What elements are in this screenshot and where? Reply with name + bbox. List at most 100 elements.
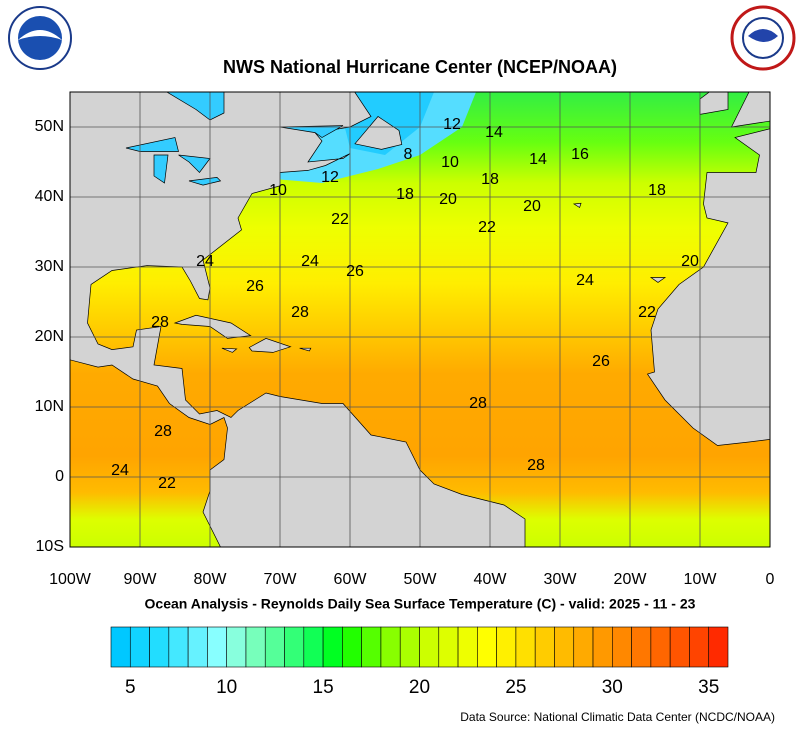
lake bbox=[153, 154, 169, 184]
colorbar-swatch bbox=[689, 626, 710, 668]
colorbar-swatch bbox=[303, 626, 324, 668]
colorbar-swatch bbox=[457, 626, 478, 668]
contour-label: 22 bbox=[331, 211, 349, 228]
colorbar-swatch bbox=[477, 626, 497, 668]
lake bbox=[125, 137, 179, 152]
colorbar-swatch bbox=[650, 626, 671, 668]
colorbar-swatch bbox=[361, 626, 382, 668]
colorbar-swatch bbox=[669, 626, 690, 668]
nws-logo bbox=[730, 5, 796, 71]
contour-label: 10 bbox=[269, 182, 287, 199]
colorbar-swatch bbox=[534, 626, 555, 668]
lon-tick-label: 0 bbox=[766, 571, 775, 588]
lat-tick-label: 10N bbox=[35, 398, 64, 415]
contour-label: 12 bbox=[443, 116, 461, 133]
lake bbox=[188, 177, 222, 186]
lat-tick-label: 40N bbox=[35, 188, 64, 205]
colorbar-tick-label: 5 bbox=[125, 677, 136, 698]
contour-label: 28 bbox=[527, 457, 545, 474]
contour-label: 22 bbox=[158, 475, 176, 492]
colorbar-swatch bbox=[245, 626, 266, 668]
colorbar-swatch bbox=[187, 626, 208, 668]
colorbar-swatch bbox=[708, 626, 729, 668]
contour-label: 10 bbox=[441, 154, 459, 171]
lat-tick-label: 0 bbox=[55, 468, 64, 485]
subtitle: Ocean Analysis - Reynolds Daily Sea Surf… bbox=[145, 596, 696, 612]
title: NWS National Hurricane Center (NCEP/NOAA… bbox=[223, 57, 617, 77]
lake bbox=[178, 154, 211, 174]
colorbar-tick-label: 30 bbox=[602, 677, 623, 698]
lon-tick-label: 90W bbox=[124, 571, 158, 588]
land bbox=[730, 92, 770, 128]
colorbar-swatch bbox=[399, 626, 420, 668]
map-frame bbox=[69, 91, 771, 548]
lat-tick-label: 20N bbox=[35, 328, 64, 345]
land bbox=[354, 116, 403, 150]
colorbar-swatch bbox=[631, 626, 652, 668]
contour-label: 14 bbox=[485, 124, 503, 141]
contour-label: 26 bbox=[246, 278, 264, 295]
colorbar-swatch bbox=[207, 626, 227, 668]
lon-tick-label: 20W bbox=[614, 571, 648, 588]
contour-label: 18 bbox=[648, 182, 666, 199]
colorbar-swatch bbox=[284, 626, 305, 668]
contour-label: 12 bbox=[321, 169, 339, 186]
contour-label: 24 bbox=[196, 253, 214, 270]
noaa-logo bbox=[8, 6, 72, 70]
colorbar-swatch bbox=[380, 626, 401, 668]
contour-label: 24 bbox=[301, 253, 319, 270]
colorbar-swatch bbox=[573, 626, 594, 668]
land bbox=[299, 347, 312, 352]
contour-label: 20 bbox=[523, 198, 541, 215]
lon-tick-label: 100W bbox=[49, 571, 92, 588]
contour-label: 18 bbox=[396, 186, 414, 203]
colorbar-swatch bbox=[592, 626, 613, 668]
colorbar-tick-label: 20 bbox=[409, 677, 430, 698]
land bbox=[649, 277, 667, 283]
colorbar-tick-label: 15 bbox=[313, 677, 334, 698]
contour-label: 22 bbox=[478, 219, 496, 236]
contour-label: 28 bbox=[291, 304, 309, 321]
contour-label: 28 bbox=[154, 423, 172, 440]
contour-label: 20 bbox=[439, 191, 457, 208]
colorbar-swatch bbox=[438, 626, 459, 668]
lake bbox=[279, 125, 344, 138]
contour-label: 22 bbox=[638, 304, 656, 321]
contour-label: 20 bbox=[681, 253, 699, 270]
lon-tick-label: 40W bbox=[474, 571, 508, 588]
colorbar-swatch bbox=[129, 626, 150, 668]
lon-tick-label: 50W bbox=[404, 571, 438, 588]
contour-label: 18 bbox=[481, 171, 499, 188]
colorbar-swatch bbox=[110, 626, 131, 668]
colorbar-swatch bbox=[496, 626, 517, 668]
lon-tick-label: 80W bbox=[194, 571, 228, 588]
contour-label: 14 bbox=[529, 151, 547, 168]
colorbar-tick-label: 25 bbox=[505, 677, 526, 698]
contour-label: 8 bbox=[404, 146, 413, 163]
lat-tick-label: 30N bbox=[35, 258, 64, 275]
colorbar-tick-label: 10 bbox=[216, 677, 237, 698]
colorbar-swatch bbox=[554, 626, 575, 668]
data-source: Data Source: National Climatic Data Cent… bbox=[460, 710, 775, 724]
contour-label: 24 bbox=[111, 462, 129, 479]
colorbar-tick-label: 35 bbox=[698, 677, 719, 698]
lat-tick-label: 10S bbox=[36, 538, 64, 555]
colorbar-swatch bbox=[322, 626, 343, 668]
colorbar-swatch bbox=[342, 626, 362, 668]
lon-tick-label: 70W bbox=[264, 571, 298, 588]
colorbar-swatch bbox=[168, 626, 189, 668]
colorbar-swatch bbox=[226, 626, 247, 668]
lat-tick-label: 50N bbox=[35, 118, 64, 135]
map bbox=[70, 92, 770, 547]
contour-label: 16 bbox=[571, 146, 589, 163]
lon-tick-label: 30W bbox=[544, 571, 578, 588]
colorbar-swatch bbox=[419, 626, 440, 668]
contour-label: 26 bbox=[592, 353, 610, 370]
colorbar-swatch bbox=[612, 626, 632, 668]
colorbar-swatch bbox=[515, 626, 536, 668]
contour-label: 28 bbox=[469, 395, 487, 412]
contour-label: 24 bbox=[576, 272, 594, 289]
land bbox=[572, 202, 582, 209]
lon-tick-label: 60W bbox=[334, 571, 368, 588]
